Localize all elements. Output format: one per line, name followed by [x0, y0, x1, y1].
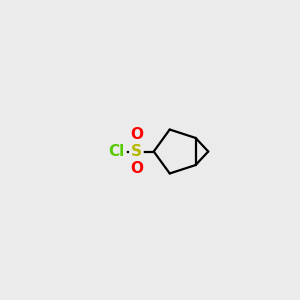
Text: Cl: Cl [109, 144, 125, 159]
Text: O: O [130, 127, 143, 142]
Text: S: S [131, 144, 142, 159]
Text: O: O [130, 161, 143, 176]
